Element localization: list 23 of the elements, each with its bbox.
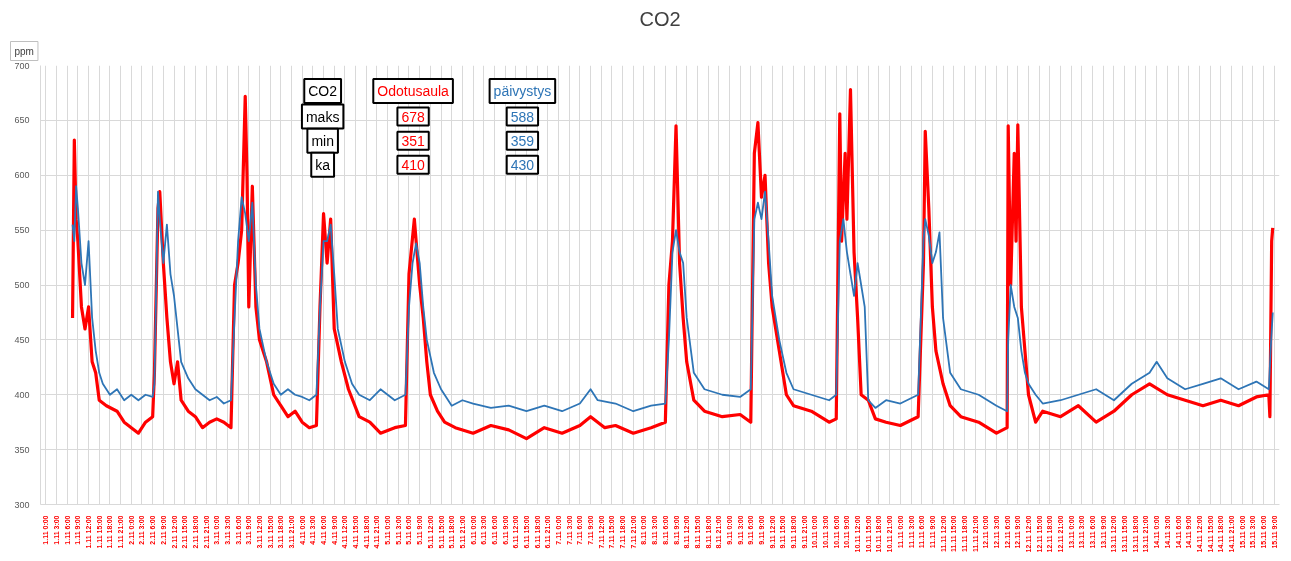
text: Odotusaula <box>377 83 450 100</box>
y-tick-label: 650 <box>14 115 30 126</box>
y-tick-label: 600 <box>14 170 30 181</box>
y-tick-label: 400 <box>14 389 30 400</box>
y-tick-label: 700 <box>14 60 30 71</box>
y-tick-label: 300 <box>14 499 30 510</box>
annotation: 678 <box>401 108 425 125</box>
text: CO2 <box>308 83 338 100</box>
y-tick-label: 450 <box>14 334 30 345</box>
annotation: 430 <box>510 156 535 173</box>
text: CO2 <box>639 7 681 30</box>
y-tick-label: 500 <box>14 280 30 290</box>
y-tick-label: 350 <box>14 444 30 455</box>
annotation: maks <box>305 108 340 125</box>
annotation: 410 <box>401 156 425 173</box>
y-axis-title: ppm <box>14 45 34 57</box>
annotation: 359 <box>510 132 535 149</box>
annotation: min <box>311 132 334 149</box>
annotation: 351 <box>401 132 425 149</box>
annotation: 588 <box>510 108 535 125</box>
y-tick-label: 550 <box>14 225 30 236</box>
text: päivystys <box>493 83 552 100</box>
annotation: ka <box>315 156 331 173</box>
